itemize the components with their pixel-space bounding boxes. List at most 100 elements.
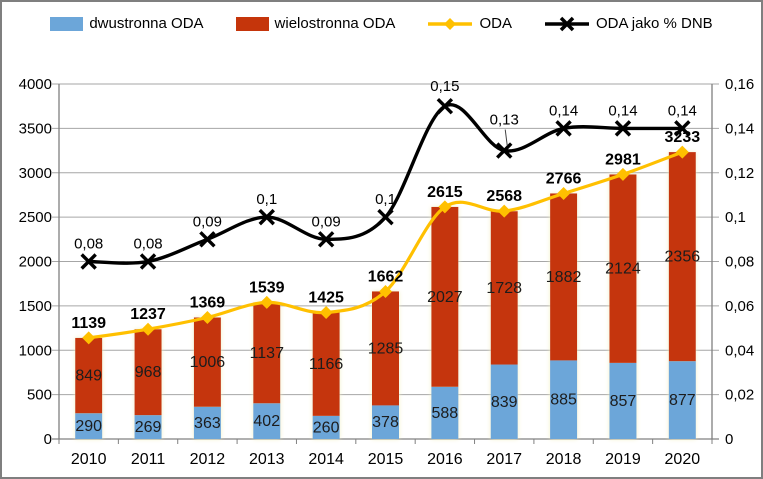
legend-label-wielostronna-oda: wielostronna ODA xyxy=(274,15,396,32)
x-axis-label: 2010 xyxy=(71,451,107,468)
x-axis-label: 2017 xyxy=(486,451,522,468)
bar-segment-wielostronna xyxy=(372,291,399,406)
bar-segment-dwustronna xyxy=(372,405,399,439)
right-axis-tick-label: 0,04 xyxy=(725,342,754,359)
left-axis-tick-label: 0 xyxy=(44,431,52,448)
x-axis-label: 2013 xyxy=(249,451,285,468)
bar-value-label-dwustronna: 402 xyxy=(253,413,280,430)
oda-diamond-marker xyxy=(379,284,392,298)
oda-diamond-marker xyxy=(141,322,155,336)
dnb-value-label: 0,08 xyxy=(74,236,103,253)
right-axis-tick-label: 0 xyxy=(725,431,733,448)
bar-value-label-wielostronna: 1882 xyxy=(546,269,582,286)
bar-segment-dwustronna xyxy=(490,364,518,439)
bar-segment-dwustronna xyxy=(75,413,103,439)
dnb-x-marker xyxy=(258,208,275,226)
bar-value-label-wielostronna: 968 xyxy=(135,364,162,381)
oda-diamond-marker xyxy=(557,187,571,201)
bar-value-label-dwustronna: 290 xyxy=(75,418,102,435)
dnb-value-label: 0,14 xyxy=(608,102,637,119)
oda-diamond-marker xyxy=(497,204,511,218)
legend-label-oda-jako-dnb: ODA jako % DNB xyxy=(595,15,713,32)
legend-label-dwustronna-oda: dwustronna ODA xyxy=(89,15,204,32)
oda-total-label: 2981 xyxy=(605,151,641,168)
bar-segment-dwustronna xyxy=(134,415,162,439)
legend-item-oda: ODA xyxy=(427,15,512,32)
oda-total-label: 3233 xyxy=(665,129,701,146)
dnb-x-marker xyxy=(496,142,513,159)
dnb-label-leader-line xyxy=(504,129,508,146)
left-axis-tick-label: 1000 xyxy=(19,342,52,359)
x-axis-label: 2020 xyxy=(665,451,701,468)
bar-value-label-wielostronna: 1728 xyxy=(486,280,522,297)
diamond-line-swatch-icon xyxy=(427,16,473,32)
legend-item-dwustronna-oda: dwustronna ODA xyxy=(50,15,204,32)
bar-segment-dwustronna xyxy=(431,386,459,439)
dnb-value-label: 0,09 xyxy=(193,213,222,230)
bar-value-label-dwustronna: 857 xyxy=(610,393,637,410)
red-bar-swatch-icon xyxy=(235,16,269,31)
bar-segment-wielostronna xyxy=(75,337,103,414)
oda-diamond-marker xyxy=(319,306,333,320)
oda-diamond-marker xyxy=(438,200,452,214)
right-axis-tick-label: 0,14 xyxy=(725,120,754,137)
dnb-x-marker xyxy=(674,120,691,137)
right-axis-tick-label: 0,16 xyxy=(725,76,754,93)
legend-label-oda: ODA xyxy=(479,15,512,32)
oda-total-label: 1237 xyxy=(130,306,166,323)
oda-diamond-marker xyxy=(200,311,214,325)
bar-segment-wielostronna xyxy=(431,206,459,387)
left-axis-tick-label: 3500 xyxy=(19,120,52,137)
oda-total-label: 2766 xyxy=(546,171,582,188)
x-axis-label: 2015 xyxy=(368,451,404,468)
dnb-value-label: 0,13 xyxy=(490,112,519,129)
chart-legend: dwustronna ODA wielostronna ODA ODA ODA … xyxy=(2,15,761,32)
oda-diamond-marker xyxy=(260,295,274,309)
bar-segment-wielostronna xyxy=(550,193,578,361)
dnb-value-label: 0,09 xyxy=(312,213,341,230)
legend-item-wielostronna-oda: wielostronna ODA xyxy=(235,15,396,32)
bar-value-label-dwustronna: 877 xyxy=(669,392,696,409)
x-axis-label: 2016 xyxy=(427,451,463,468)
dnb-x-marker xyxy=(139,253,157,270)
bar-segment-wielostronna xyxy=(490,211,518,365)
oda-diamond-marker xyxy=(675,145,689,159)
x-axis-label: 2014 xyxy=(308,451,344,468)
bar-segment-dwustronna xyxy=(609,362,637,439)
dnb-value-label: 0,15 xyxy=(430,78,459,95)
oda-total-label: 2568 xyxy=(486,188,522,205)
oda-total-label: 1425 xyxy=(308,290,344,307)
right-axis-tick-label: 0,08 xyxy=(725,254,754,271)
x-axis-label: 2012 xyxy=(190,451,226,468)
dnb-x-marker xyxy=(555,120,572,137)
oda-total-label: 1369 xyxy=(190,295,226,312)
left-axis-tick-label: 2000 xyxy=(19,254,52,271)
bar-value-label-dwustronna: 363 xyxy=(194,415,221,432)
bar-segment-wielostronna xyxy=(312,312,340,416)
bar-value-label-dwustronna: 378 xyxy=(372,414,399,431)
bar-value-label-dwustronna: 260 xyxy=(313,419,340,436)
bar-segment-dwustronna xyxy=(550,360,578,439)
left-axis-tick-label: 3000 xyxy=(19,165,52,182)
bar-segment-dwustronna xyxy=(193,406,221,439)
x-axis-label: 2019 xyxy=(605,451,641,468)
oda-total-label: 1662 xyxy=(368,268,404,285)
bar-value-label-dwustronna: 885 xyxy=(550,392,577,409)
bar-segment-dwustronna xyxy=(253,403,281,439)
bars-group xyxy=(75,152,696,439)
bar-segment-dwustronna xyxy=(668,361,696,439)
bar-value-label-wielostronna: 1137 xyxy=(250,345,285,362)
dnb-value-label: 0,08 xyxy=(133,236,162,253)
x-marker-line-swatch-icon xyxy=(544,16,590,32)
x-axis-label: 2018 xyxy=(546,451,582,468)
bar-value-label-wielostronna: 1166 xyxy=(309,356,344,373)
blue-bar-swatch-icon xyxy=(50,16,84,31)
bar-value-label-wielostronna: 2124 xyxy=(605,261,641,278)
bar-value-label-wielostronna: 1006 xyxy=(190,354,226,371)
left-axis-tick-label: 500 xyxy=(27,387,52,404)
left-axis-tick-label: 1500 xyxy=(19,298,52,315)
dnb-value-label: 0,1 xyxy=(256,191,277,208)
oda-diamond-marker xyxy=(616,167,630,181)
